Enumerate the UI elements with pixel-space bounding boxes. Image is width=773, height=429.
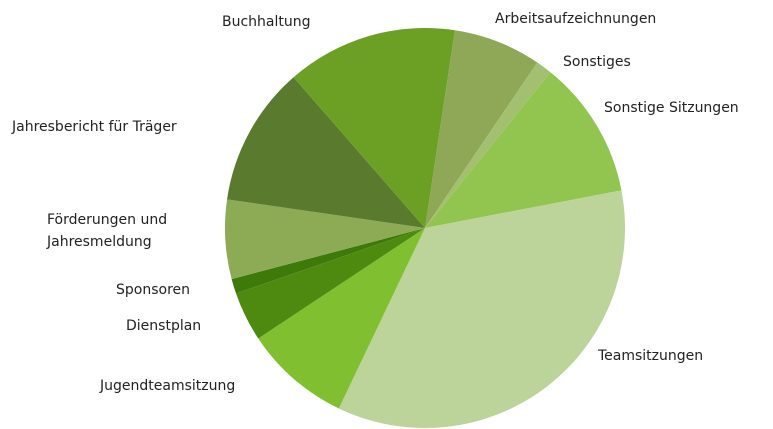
pie-slice <box>231 228 425 294</box>
slice-label: Jahresbericht für Träger <box>12 119 177 135</box>
pie-slice <box>425 72 622 228</box>
pie-slice <box>236 228 425 339</box>
slice-label: Arbeitsaufzeichnungen <box>495 11 657 27</box>
pie-slice <box>338 190 625 428</box>
pie-slice <box>224 199 425 280</box>
pie-slice <box>258 228 425 409</box>
pie-slice <box>425 62 551 228</box>
slice-label: Buchhaltung <box>222 14 311 30</box>
slice-label: Sponsoren <box>116 282 191 298</box>
slice-label: Sonstige Sitzungen <box>604 100 739 116</box>
slice-label: Förderungen und Jahresmeldung <box>47 212 168 250</box>
slice-label: Dienstplan <box>126 318 202 334</box>
pie-slice <box>425 30 538 229</box>
slice-label: Sonstiges <box>563 54 631 70</box>
pie-slice <box>293 27 455 228</box>
slice-label: Jugendteamsitzung <box>100 378 236 394</box>
pie-slice <box>227 77 425 228</box>
slice-label: Teamsitzungen <box>598 348 704 364</box>
